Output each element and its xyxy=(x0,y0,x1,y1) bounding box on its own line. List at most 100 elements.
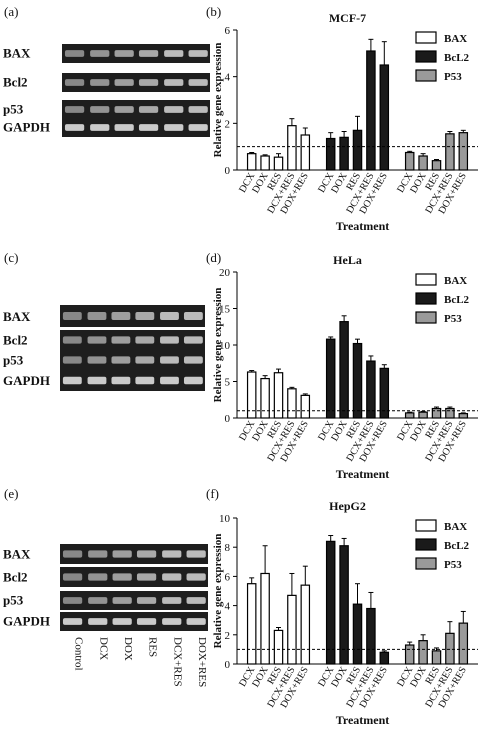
y-tick-label-f-1: 2 xyxy=(225,630,231,642)
gel-band-c-bax-lane-5 xyxy=(160,312,179,320)
gel-band-c-bcl2-lane-1 xyxy=(62,336,82,344)
gel-band-e-bax-lane-6 xyxy=(186,550,206,558)
bar-f-bax-res xyxy=(273,629,284,665)
gel-band-a-bax-lane-1 xyxy=(64,50,85,57)
bar-b-bax-dox-res xyxy=(300,134,311,171)
gel-band-c-bcl2-lane-2 xyxy=(87,336,107,344)
gel-row-label-c-bcl2: Bcl2 xyxy=(3,332,28,347)
legend-label-f-bcl2: BcL2 xyxy=(444,540,470,552)
gel-band-c-bax-lane-2 xyxy=(87,312,107,320)
bar-b-bcl2-res xyxy=(352,129,363,171)
gel-band-c-gapdh-lane-4 xyxy=(135,376,155,385)
chart-title-d: HeLa xyxy=(333,253,362,267)
bar-b-bax-dcx-res xyxy=(287,125,297,171)
bar-d-bax-dcx-res xyxy=(287,388,297,419)
legend-swatch-d-bax xyxy=(415,273,437,286)
gel-row-label-a-bax: BAX xyxy=(3,46,31,61)
y-tick-label-f-2: 4 xyxy=(225,601,231,613)
bar-f-bcl2-res xyxy=(352,603,363,665)
bar-b-bax-dcx xyxy=(246,153,257,171)
y-tick-label-d-3: 15 xyxy=(219,304,231,316)
gel-band-e-gapdh-lane-1 xyxy=(62,618,83,625)
gel-band-a-p53-lane-4 xyxy=(138,106,159,113)
gel-band-a-bcl2-lane-5 xyxy=(164,79,184,86)
lane-label-dox-res: DOX+RES xyxy=(196,637,208,687)
gel-band-e-bax-lane-2 xyxy=(88,550,108,558)
chart-title-b: MCF-7 xyxy=(329,11,366,25)
bar-d-p53-dox xyxy=(418,411,428,419)
panel-label-c: (c) xyxy=(4,250,18,265)
gel-band-c-bcl2-lane-5 xyxy=(160,336,179,344)
bar-d-p53-dcx xyxy=(404,412,415,419)
gel-band-e-p53-lane-1 xyxy=(62,597,83,604)
lane-label-res: RES xyxy=(147,637,159,657)
bar-b-bax-dox xyxy=(260,155,270,171)
x-axis-label-d: Treatment xyxy=(336,467,390,481)
bar-d-bcl2-dcx-res xyxy=(366,360,376,419)
gel-band-c-bcl2-lane-3 xyxy=(111,336,131,344)
panel-label-f: (f) xyxy=(206,486,219,501)
gel-band-e-bcl2-lane-6 xyxy=(186,573,206,581)
gel-band-c-gapdh-lane-5 xyxy=(160,376,179,385)
gel-row-label-a-p53: p53 xyxy=(3,102,24,117)
gel-band-a-gapdh-lane-6 xyxy=(188,124,208,131)
legend-swatch-b-bcl2 xyxy=(415,50,437,63)
gel-band-c-bcl2-lane-6 xyxy=(183,336,203,344)
gel-band-c-p53-lane-1 xyxy=(62,356,82,364)
panel-label-e: (e) xyxy=(4,486,18,501)
x-axis-label-b: Treatment xyxy=(336,219,390,233)
gel-band-e-gapdh-lane-2 xyxy=(88,618,108,625)
bar-d-bax-dox xyxy=(260,377,270,419)
legend-swatch-d-p53 xyxy=(415,311,437,324)
gel-band-a-bcl2-lane-4 xyxy=(138,79,159,86)
bar-f-p53-dox-res xyxy=(458,622,469,665)
y-axis-label-b: Relative gene expression xyxy=(212,43,224,158)
gel-band-e-gapdh-lane-4 xyxy=(136,618,157,625)
bar-f-bcl2-dcx-res xyxy=(366,607,376,665)
y-tick-label-b-3: 6 xyxy=(225,25,231,37)
bar-f-bax-dox-res xyxy=(300,584,311,665)
bar-d-p53-dcx-res xyxy=(445,407,455,419)
lane-label-dox: DOX xyxy=(122,637,134,661)
bar-f-p53-dcx xyxy=(404,644,415,665)
legend-label-f-bax: BAX xyxy=(444,521,467,533)
bar-f-p53-res xyxy=(431,650,442,665)
gel-band-e-bax-lane-5 xyxy=(162,550,182,558)
legend-label-d-bcl2: BcL2 xyxy=(444,294,470,306)
gel-band-a-p53-lane-5 xyxy=(164,106,184,113)
gel-band-a-bcl2-lane-6 xyxy=(188,79,208,86)
bar-b-bcl2-dox xyxy=(339,136,349,171)
y-tick-label-d-2: 10 xyxy=(219,340,231,352)
y-tick-label-b-1: 2 xyxy=(225,118,231,130)
lane-label-dcx-res: DCX+RES xyxy=(172,637,184,687)
bar-b-bcl2-dcx-res xyxy=(366,50,376,171)
legend-label-d-bax: BAX xyxy=(444,275,467,287)
gel-band-e-gapdh-lane-5 xyxy=(162,618,182,625)
y-tick-label-d-0: 0 xyxy=(225,413,231,425)
gel-band-c-gapdh-lane-2 xyxy=(87,376,107,385)
bar-f-bax-dcx xyxy=(246,583,257,665)
bar-b-p53-dox-res xyxy=(458,132,469,171)
bar-b-bax-res xyxy=(273,156,284,171)
legend-swatch-f-p53 xyxy=(415,557,437,570)
legend-swatch-b-p53 xyxy=(415,69,437,82)
bar-f-bax-dox xyxy=(260,572,270,665)
bar-b-bcl2-dox-res xyxy=(379,64,390,171)
gel-band-e-bcl2-lane-3 xyxy=(112,573,132,581)
y-tick-label-f-0: 0 xyxy=(225,659,231,671)
gel-strip-a-gapdh xyxy=(62,118,210,137)
gel-band-e-p53-lane-4 xyxy=(136,597,157,604)
gel-band-a-bax-lane-6 xyxy=(188,50,208,57)
bar-f-bcl2-dox-res xyxy=(379,651,390,665)
gel-band-e-bax-lane-4 xyxy=(136,550,157,558)
y-tick-label-f-3: 6 xyxy=(225,571,231,583)
gel-band-a-bcl2-lane-1 xyxy=(64,79,85,86)
gel-band-a-bcl2-lane-3 xyxy=(114,79,134,86)
panel-label-b: (b) xyxy=(206,4,221,19)
gel-band-a-gapdh-lane-5 xyxy=(164,124,184,131)
legend-swatch-f-bcl2 xyxy=(415,538,437,551)
